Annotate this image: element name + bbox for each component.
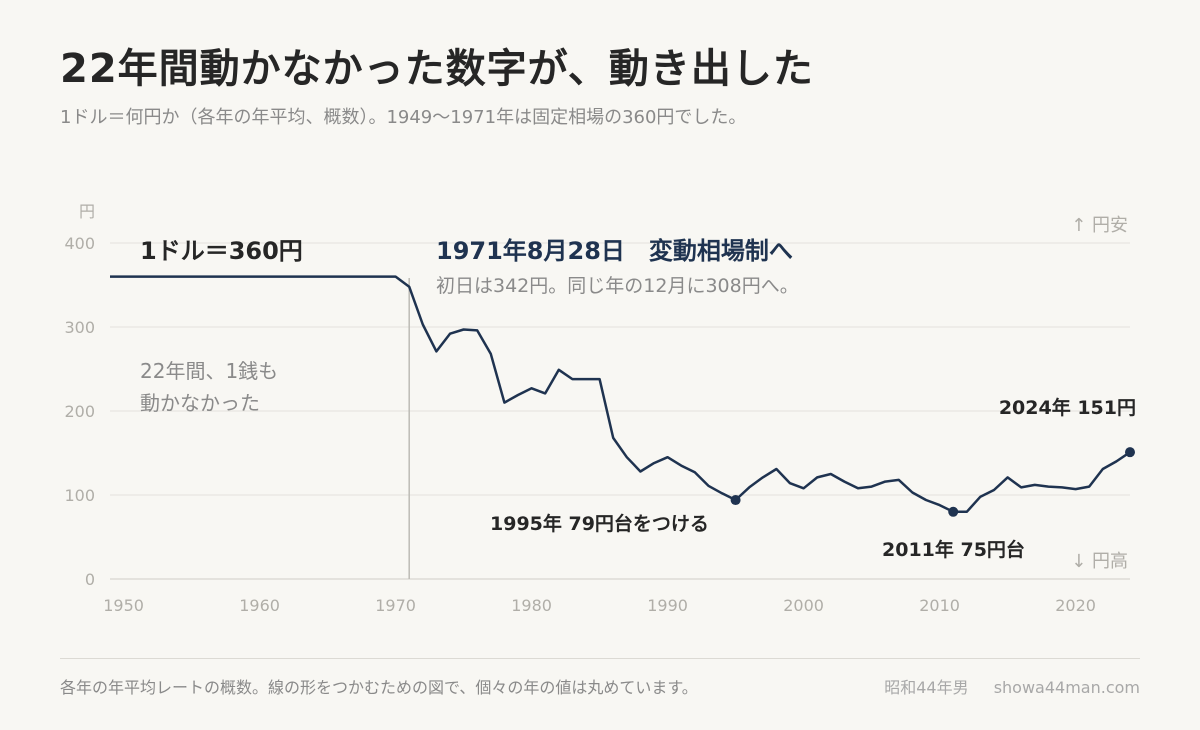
y-tick-label: 0 xyxy=(85,570,95,589)
footer-note: 各年の年平均レートの概数。線の形をつかむための図で、個々の年の値は丸めています。 xyxy=(60,678,698,697)
x-tick-label: 1990 xyxy=(647,596,688,615)
direction-label-top: ↑ 円安 xyxy=(1071,215,1128,236)
x-tick-label: 1980 xyxy=(511,596,552,615)
x-tick-label: 1960 xyxy=(239,596,280,615)
y-axis-label: 円 xyxy=(79,202,95,221)
highlight-point xyxy=(1125,447,1135,458)
footer-site[interactable]: showa44man.com xyxy=(993,678,1140,697)
x-tick-label: 2010 xyxy=(919,596,960,615)
x-tick-label: 1970 xyxy=(375,596,416,615)
page-subtitle: 1ドル＝何円か（各年の年平均、概数）。1949〜1971年は固定相場の360円で… xyxy=(60,107,747,128)
annotation-event-sub: 初日は342円。同じ年の12月に308円へ。 xyxy=(436,275,799,297)
x-tick-label: 2020 xyxy=(1055,596,1096,615)
x-tick-label: 1950 xyxy=(103,596,144,615)
y-tick-label: 200 xyxy=(64,402,95,421)
footer-credit: 昭和44年男 showa44man.com xyxy=(864,674,1140,698)
y-tick-label: 100 xyxy=(64,486,95,505)
annotation-fixed-rate: 1ドル＝360円 xyxy=(140,237,303,265)
y-tick-label: 400 xyxy=(64,234,95,253)
x-tick-label: 2000 xyxy=(783,596,824,615)
footer-author: 昭和44年男 xyxy=(884,678,969,697)
page-title: 22年間動かなかった数字が、動き出した xyxy=(60,46,814,92)
annotation-1995: 1995年 79円台をつける xyxy=(490,512,709,535)
series-line xyxy=(110,275,1131,514)
direction-label-bottom: ↓ 円高 xyxy=(1071,551,1128,572)
footer-divider xyxy=(60,658,1140,659)
annotation-fixed-note-1: 22年間、1銭も xyxy=(140,359,278,383)
annotation-event-title: 1971年8月28日 変動相場制へ xyxy=(436,237,793,265)
annotation-2024: 2024年 151円 xyxy=(999,396,1136,419)
highlight-point xyxy=(730,495,741,506)
highlight-point xyxy=(948,506,959,517)
y-tick-label: 300 xyxy=(64,318,95,337)
annotation-2011: 2011年 75円台 xyxy=(882,538,1025,561)
exchange-rate-chart: 0 100 200 300 400 円 1950 1960 1970 1980 1990 2000 20… xyxy=(64,202,1136,615)
annotation-fixed-note-2: 動かなかった xyxy=(140,391,260,415)
